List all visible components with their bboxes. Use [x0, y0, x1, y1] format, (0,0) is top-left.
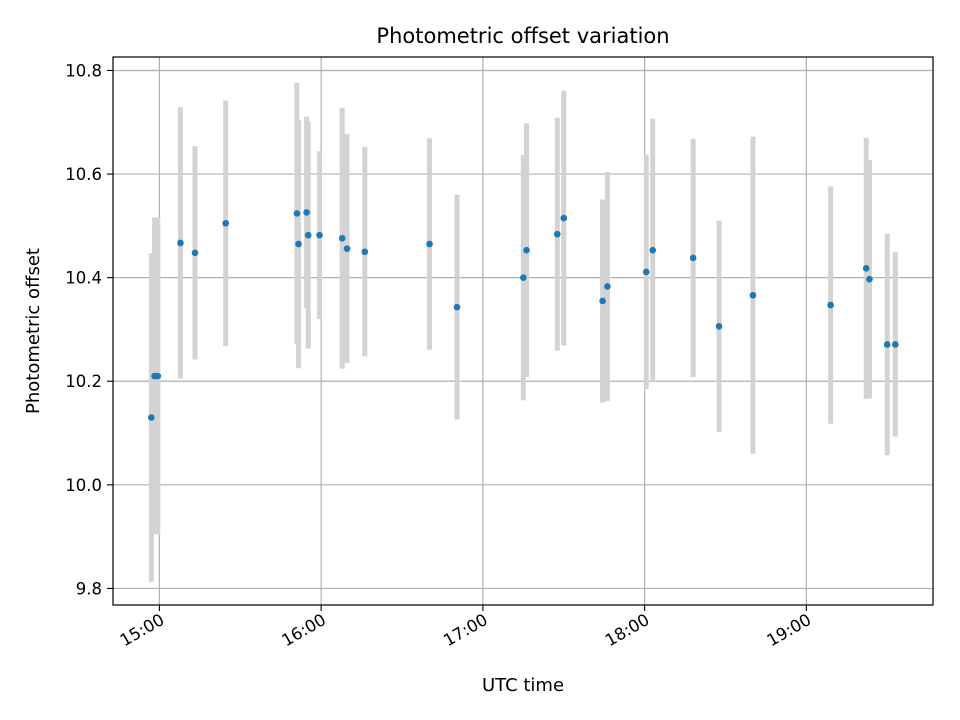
data-point: [642, 268, 650, 276]
y-tick-label: 10.4: [65, 269, 102, 288]
data-point: [689, 254, 697, 262]
data-point: [599, 297, 606, 305]
y-tick-label: 10.6: [65, 165, 102, 184]
x-axis-label: UTC time: [482, 675, 564, 696]
data-point: [866, 275, 873, 283]
data-point: [338, 234, 346, 242]
data-point: [560, 214, 568, 222]
y-tick-label: 10.0: [65, 476, 102, 495]
plot-frame: [112, 56, 934, 606]
data-point: [304, 231, 312, 239]
data-point: [649, 246, 657, 254]
data-point: [604, 283, 611, 290]
data-point: [520, 274, 527, 281]
data-point: [148, 414, 155, 421]
data-point: [453, 303, 461, 311]
data-point: [293, 210, 301, 217]
point-layer: [148, 209, 899, 421]
chart-title: Photometric offset variation: [376, 24, 669, 48]
data-point: [827, 301, 834, 309]
data-point: [523, 246, 530, 254]
data-point: [892, 341, 899, 348]
data-point: [426, 240, 433, 248]
data-point: [154, 372, 162, 380]
data-point: [361, 248, 369, 256]
data-point: [295, 240, 302, 248]
y-tick-label: 10.8: [65, 61, 102, 80]
data-point: [343, 245, 351, 252]
y-axis-label: Photometric offset: [23, 248, 44, 414]
data-point: [553, 230, 561, 238]
data-point: [883, 341, 891, 348]
data-point: [316, 231, 323, 239]
data-point: [222, 219, 230, 227]
data-point: [303, 209, 310, 216]
data-point: [177, 239, 184, 247]
y-tick-label: 9.8: [76, 579, 102, 598]
y-tick-label: 10.2: [65, 372, 102, 391]
data-point: [862, 265, 870, 272]
data-point: [749, 291, 757, 299]
data-point: [191, 249, 199, 257]
data-point: [715, 323, 723, 330]
